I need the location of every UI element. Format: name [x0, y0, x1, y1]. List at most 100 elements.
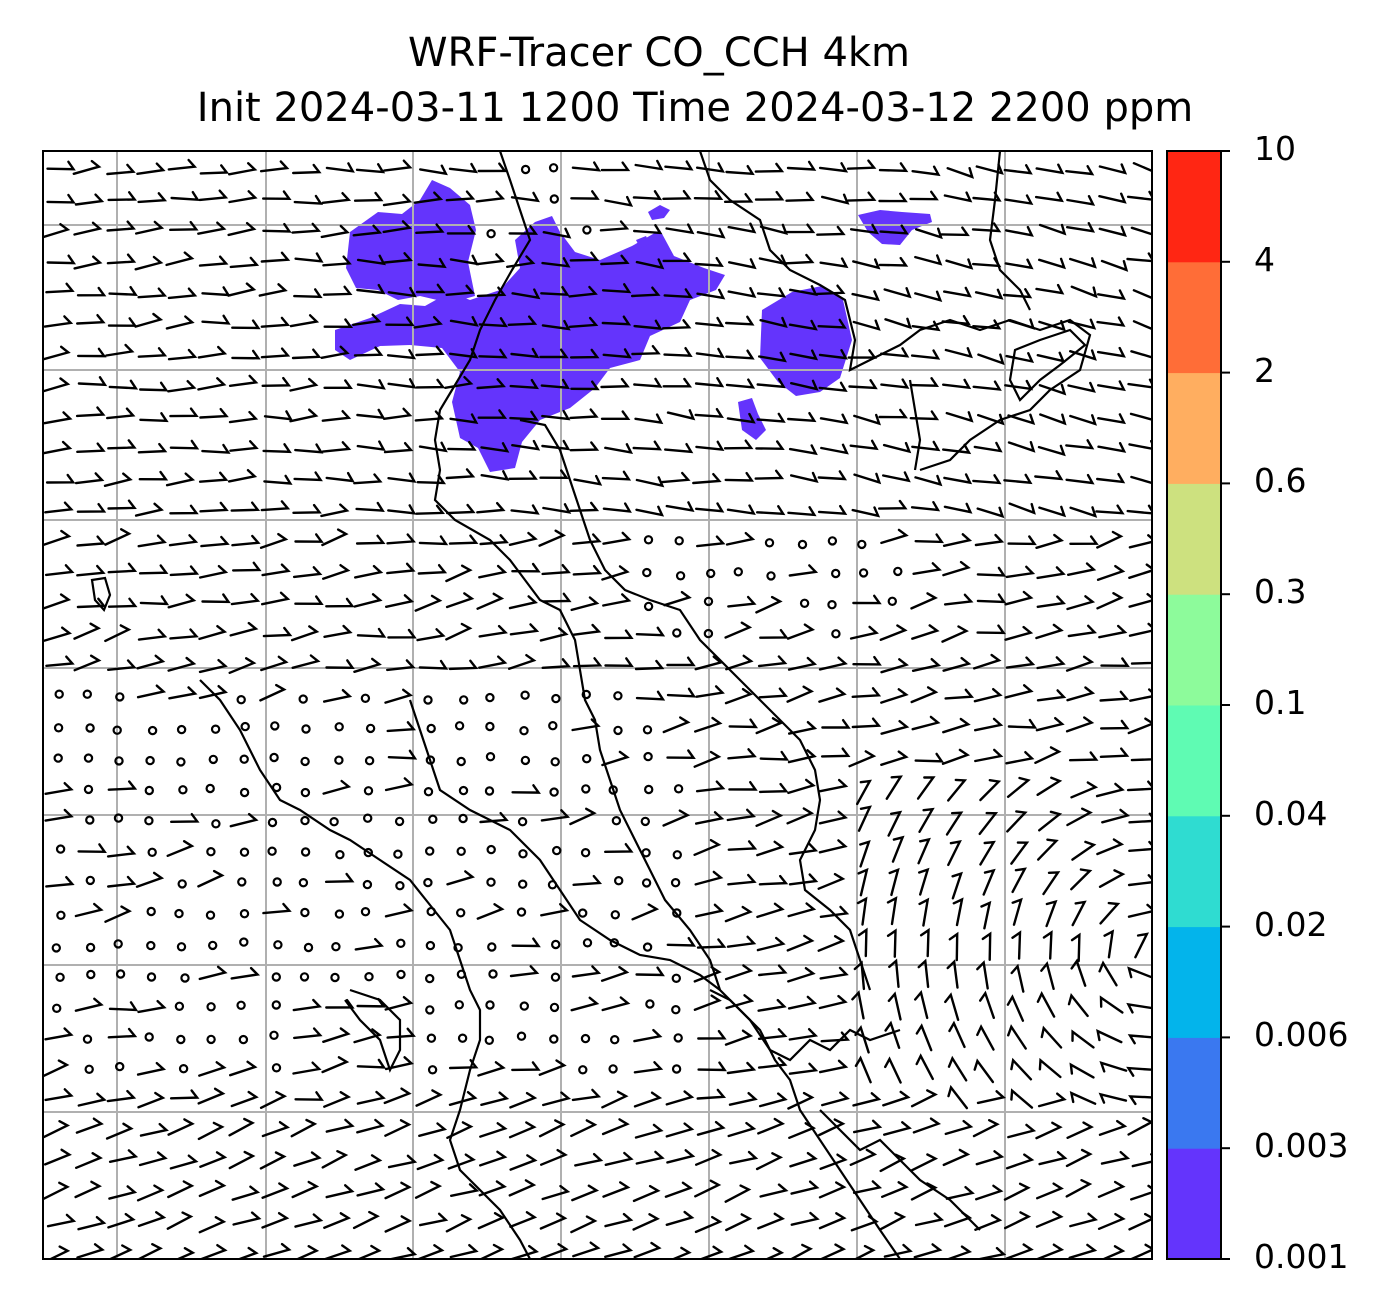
wind-barb — [107, 562, 138, 574]
wind-barb — [1069, 257, 1097, 269]
wind-barb — [666, 936, 697, 947]
wind-barb — [260, 500, 291, 512]
wind-barb — [1126, 1002, 1152, 1014]
wind-barb — [103, 472, 133, 487]
wind-barb — [477, 409, 508, 419]
wind-barb — [540, 378, 570, 390]
wind-barb — [383, 252, 413, 264]
wind-barb — [1099, 1061, 1128, 1073]
colorbar-tick-label: 0.001 — [1254, 1237, 1349, 1276]
coastline-gulf — [408, 699, 721, 991]
lat-lon-gridlines — [43, 151, 1152, 1259]
wind-barb — [788, 873, 819, 886]
calm-wind-circle — [146, 972, 157, 982]
wind-barb — [602, 593, 632, 607]
wind-barb — [1096, 316, 1126, 327]
wind-barb — [1066, 222, 1096, 233]
wind-barb — [476, 903, 505, 920]
wind-barb — [943, 473, 973, 485]
wind-barb — [972, 474, 1002, 485]
wind-barb — [1065, 1179, 1093, 1198]
wind-barb — [697, 1061, 727, 1072]
wind-barb — [384, 996, 414, 1011]
wind-barb — [232, 1211, 262, 1226]
calm-wind-circle — [893, 566, 903, 577]
wind-barb — [854, 1055, 872, 1084]
calm-wind-circle — [360, 907, 371, 917]
calm-wind-circle — [329, 817, 339, 827]
wind-barb — [914, 1212, 945, 1227]
calm-wind-circle — [83, 753, 94, 763]
wind-barb — [572, 564, 603, 576]
wind-barb — [1065, 165, 1095, 176]
wind-barb — [724, 1029, 754, 1046]
wind-barb — [977, 1246, 1007, 1259]
wind-barb — [942, 717, 971, 734]
wind-barb — [352, 224, 383, 237]
wind-barb — [914, 254, 943, 266]
wind-barb — [510, 347, 540, 359]
map-title-line-2: Init 2024-03-11 1200 Time 2024-03-12 220… — [196, 85, 1194, 131]
wind-barb — [1096, 346, 1126, 358]
wind-barb — [975, 163, 1004, 175]
wind-barb — [692, 472, 722, 485]
wind-barb — [880, 720, 910, 735]
wind-barb — [105, 1122, 134, 1140]
wind-barb — [1069, 1062, 1095, 1079]
wind-barb — [729, 1150, 759, 1165]
wind-barb — [107, 780, 138, 791]
wind-barb — [321, 1056, 350, 1074]
wind-barb — [417, 564, 448, 575]
wind-barb — [572, 533, 602, 545]
wind-barb — [324, 872, 355, 883]
wind-barb — [44, 808, 74, 822]
calm-wind-circle — [425, 1005, 435, 1015]
wind-barb — [759, 223, 789, 236]
calm-wind-circle — [396, 938, 406, 949]
wind-barb — [755, 717, 784, 735]
wind-barb — [725, 654, 754, 671]
calm-wind-circle — [267, 846, 277, 856]
wind-barb — [787, 902, 817, 918]
wind-barb — [1071, 900, 1087, 927]
wind-barb — [45, 876, 75, 888]
wind-barb — [448, 1059, 479, 1070]
wind-barb — [540, 903, 570, 917]
wind-barb — [849, 439, 879, 451]
wind-barb — [630, 286, 661, 298]
calm-wind-circle — [488, 969, 498, 979]
wind-barb — [1097, 413, 1127, 425]
wind-barb — [322, 285, 353, 296]
wind-barb — [228, 162, 258, 176]
wind-barb — [1066, 686, 1096, 702]
wind-barb — [509, 410, 539, 421]
wind-barb — [817, 872, 846, 890]
wind-barb — [134, 255, 164, 271]
calm-wind-circle — [54, 689, 64, 699]
wind-barb — [632, 1184, 661, 1203]
calm-wind-circle — [396, 969, 406, 980]
calm-wind-circle — [674, 536, 684, 546]
calm-wind-circle — [485, 692, 495, 703]
wind-barb — [289, 408, 319, 423]
wind-barb — [385, 594, 415, 608]
wind-barb — [847, 349, 878, 359]
wind-barb — [384, 777, 415, 792]
wind-barb — [386, 349, 417, 360]
wind-barb — [384, 1056, 414, 1071]
wind-barb — [818, 1181, 847, 1199]
calm-wind-circle — [272, 877, 282, 887]
wind-barb — [694, 256, 724, 268]
calm-wind-circle — [206, 1034, 216, 1045]
wind-barb — [571, 1184, 600, 1202]
calm-wind-circle — [363, 813, 373, 823]
wind-barb — [821, 1091, 850, 1107]
wind-barb — [198, 658, 228, 674]
wind-barb — [44, 1148, 72, 1166]
wind-barb — [1128, 1212, 1152, 1231]
wind-barb — [848, 379, 878, 390]
wind-barb — [662, 189, 692, 200]
wind-barb — [728, 781, 758, 791]
wind-barb — [942, 1148, 971, 1167]
wind-barb — [755, 1152, 784, 1171]
